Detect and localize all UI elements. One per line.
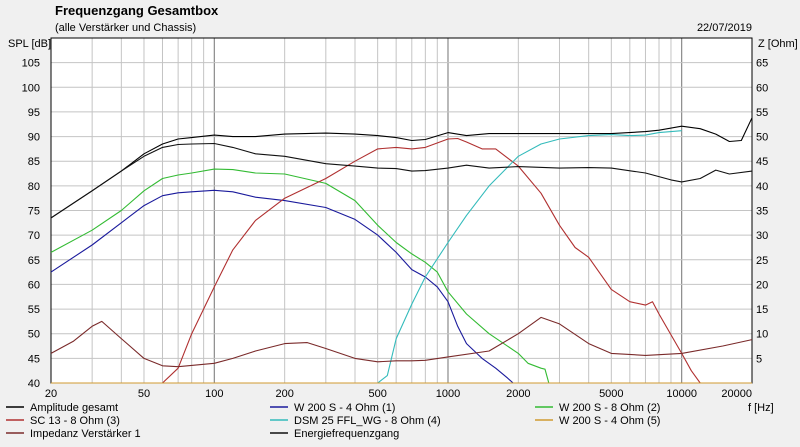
y-tick-left-label: 50 [28, 329, 40, 341]
y-tick-left-label: 65 [28, 255, 40, 267]
x-tick-label: 1000 [436, 388, 460, 400]
series-line-impedanz-verst-rker-1 [50, 316, 753, 368]
y-tick-right-label: 65 [756, 58, 768, 70]
series-line-w-200-s-8-ohm-2 [50, 168, 550, 384]
chart-subtitle: (alle Verstärker und Chassis) [55, 22, 196, 34]
y-tick-left-label: 85 [28, 156, 40, 168]
y-tick-right-label: 20 [756, 279, 768, 291]
legend-label: Amplitude gesamt [30, 402, 118, 414]
series-line-w-200-s-4-ohm-1 [50, 189, 519, 384]
y-tick-right-label: 45 [756, 156, 768, 168]
y-axis-right-label: Z [Ohm] [758, 38, 798, 50]
y-tick-right-label: 40 [756, 181, 768, 193]
y-tick-left-label: 105 [22, 58, 40, 70]
series-line-sc-13-8-ohm-3 [51, 137, 709, 384]
y-tick-left-label: 100 [22, 82, 40, 94]
chart-date: 22/07/2019 [697, 22, 752, 34]
y-tick-left-label: 70 [28, 230, 40, 242]
y-tick-right-label: 30 [756, 230, 768, 242]
x-tick-label: 20 [45, 388, 57, 400]
y-tick-left-label: 60 [28, 279, 40, 291]
x-tick-label: 100 [205, 388, 223, 400]
series-line-energiefrequenzgang [50, 142, 753, 219]
legend-label: DSM 25 FFL_WG - 8 Ohm (4) [294, 415, 441, 427]
chart-title: Frequenzgang Gesamtbox [55, 3, 219, 18]
legend-label: SC 13 - 8 Ohm (3) [30, 415, 120, 427]
x-axis-label: f [Hz] [748, 402, 774, 414]
x-tick-label: 5000 [599, 388, 623, 400]
x-tick-label: 500 [368, 388, 386, 400]
x-tick-label: 20000 [721, 388, 752, 400]
legend-label: W 200 S - 4 Ohm (5) [559, 415, 660, 427]
y-tick-right-label: 35 [756, 206, 768, 218]
y-tick-right-label: 60 [756, 82, 768, 94]
y-tick-right-label: 25 [756, 255, 768, 267]
legend-label: Impedanz Verstärker 1 [30, 428, 141, 440]
y-tick-right-label: 10 [756, 329, 768, 341]
x-tick-label: 200 [275, 388, 293, 400]
y-tick-right-label: 5 [756, 353, 762, 365]
x-tick-label: 10000 [666, 388, 697, 400]
y-tick-left-label: 95 [28, 107, 40, 119]
y-tick-left-label: 55 [28, 304, 40, 316]
series-line-amplitude-gesamt [50, 117, 753, 219]
legend-label: Energiefrequenzgang [294, 428, 399, 440]
x-tick-label: 50 [138, 388, 150, 400]
y-tick-right-label: 15 [756, 304, 768, 316]
legend-label: W 200 S - 8 Ohm (2) [559, 402, 660, 414]
y-axis-left-label: SPL [dB] [8, 38, 51, 50]
y-tick-left-label: 75 [28, 206, 40, 218]
series-line-dsm-25-ffl-wg-8-ohm-4 [51, 130, 682, 384]
y-tick-left-label: 80 [28, 181, 40, 193]
y-tick-left-label: 45 [28, 353, 40, 365]
y-tick-right-label: 50 [756, 132, 768, 144]
y-tick-left-label: 40 [28, 378, 40, 390]
legend-label: W 200 S - 4 Ohm (1) [294, 402, 395, 414]
y-tick-left-label: 90 [28, 132, 40, 144]
x-tick-label: 2000 [506, 388, 530, 400]
y-tick-right-label: 55 [756, 107, 768, 119]
